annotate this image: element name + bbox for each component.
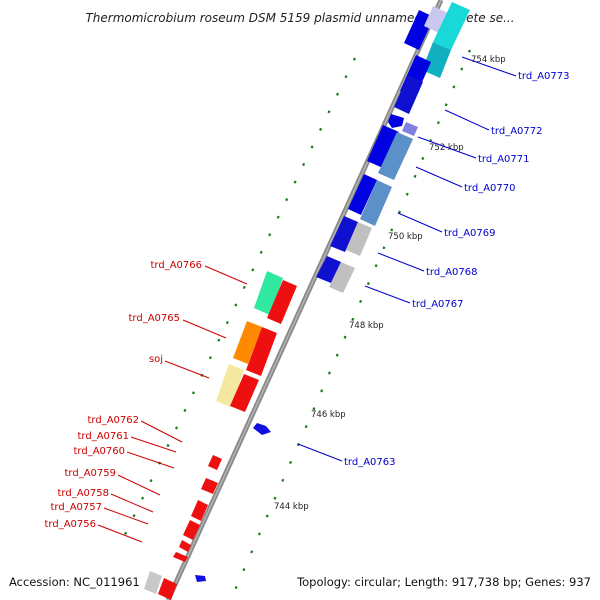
leader-trd_A0769 xyxy=(397,212,443,233)
leader-soj xyxy=(164,360,210,379)
inner-tick-guide xyxy=(119,57,356,546)
scale-label-754: 754 kbp xyxy=(471,55,506,65)
scale-label-744: 744 kbp xyxy=(274,502,309,512)
gene-block-trd_A0760[interactable] xyxy=(201,478,218,494)
scale-label-752: 752 kbp xyxy=(429,143,464,153)
gene-block-fwd[interactable] xyxy=(404,10,434,50)
gene-block-trd_A0767[interactable] xyxy=(329,262,355,293)
gene-block-trd_A0763[interactable] xyxy=(253,423,271,435)
leader-trd_A0757 xyxy=(103,507,149,525)
leader-trd_A0767 xyxy=(364,285,411,304)
leader-trd_A0756 xyxy=(97,524,143,543)
gene-block-fwd[interactable] xyxy=(422,42,451,78)
forward-genes xyxy=(195,2,470,582)
leader-trd_A0763 xyxy=(297,443,343,462)
scale-label-750: 750 kbp xyxy=(388,232,423,242)
leader-trd_A0772 xyxy=(444,109,490,131)
gene-block-fwd[interactable] xyxy=(348,174,377,215)
gene-block-trd_A0756[interactable] xyxy=(179,540,191,552)
summary-text: Topology: circular; Length: 917,738 bp; … xyxy=(296,575,591,589)
accession-text: Accession: NC_011961 xyxy=(9,575,140,589)
gene-label-trd_A0762[interactable]: trd_A0762 xyxy=(88,415,140,426)
gene-block-rev[interactable] xyxy=(267,280,297,324)
gene-block-fwd[interactable] xyxy=(330,216,358,252)
leader-trd_A0765 xyxy=(182,319,227,339)
gene-label-trd_A0756[interactable]: trd_A0756 xyxy=(45,519,97,530)
gene-block-soj[interactable] xyxy=(216,364,244,407)
leader-trd_A0766 xyxy=(204,265,248,285)
gene-block-trd_A0768[interactable] xyxy=(346,222,372,256)
gene-label-soj[interactable]: soj xyxy=(149,354,163,365)
gene-label-trd_A0766[interactable]: trd_A0766 xyxy=(151,260,203,271)
gene-block-trd_A0757[interactable] xyxy=(183,520,200,540)
gene-label-trd_A0773[interactable]: trd_A0773 xyxy=(518,71,570,82)
gene-label-trd_A0758[interactable]: trd_A0758 xyxy=(58,488,110,499)
leader-trd_A0770 xyxy=(415,166,463,188)
gene-label-trd_A0768[interactable]: trd_A0768 xyxy=(426,267,478,278)
gene-block-fwd[interactable] xyxy=(367,125,399,168)
gene-label-trd_A0770[interactable]: trd_A0770 xyxy=(464,183,516,194)
leader-lines-reverse xyxy=(97,265,248,543)
gene-block-rev[interactable] xyxy=(144,571,162,594)
leader-trd_A0773 xyxy=(461,56,517,77)
gene-label-trd_A0760[interactable]: trd_A0760 xyxy=(74,446,126,457)
map-title: Thermomicrobium roseum DSM 5159 plasmid … xyxy=(85,11,514,25)
gene-block-fwd[interactable] xyxy=(316,256,341,283)
gene-label-trd_A0757[interactable]: trd_A0757 xyxy=(51,502,103,513)
gene-label-trd_A0761[interactable]: trd_A0761 xyxy=(78,431,130,442)
leader-trd_A0768 xyxy=(377,252,425,272)
gene-block-rev[interactable] xyxy=(158,578,177,600)
leader-lines-forward xyxy=(297,56,517,462)
reverse-genes xyxy=(144,271,297,600)
gene-block-trd_A0770[interactable] xyxy=(378,132,413,180)
gene-label-trd_A0769[interactable]: trd_A0769 xyxy=(444,228,496,239)
gene-label-trd_A0772[interactable]: trd_A0772 xyxy=(491,126,543,137)
gene-block-trd_A0766[interactable] xyxy=(254,271,283,315)
gene-block-trd_A0765[interactable] xyxy=(233,321,262,364)
gene-label-trd_A0767[interactable]: trd_A0767 xyxy=(412,299,464,310)
gene-block-trd_A0773[interactable] xyxy=(433,2,470,50)
gene-block-trd_A0772[interactable] xyxy=(394,75,423,114)
gene-block-trd_A0769[interactable] xyxy=(360,180,392,226)
gene-label-trd_A0759[interactable]: trd_A0759 xyxy=(65,468,117,479)
gene-block-trd_A0762[interactable] xyxy=(208,455,222,470)
gene-label-trd_A0771[interactable]: trd_A0771 xyxy=(478,154,530,165)
leader-trd_A0771 xyxy=(417,136,477,159)
gene-labels-reverse: trd_A0766 trd_A0765 soj trd_A0762 trd_A0… xyxy=(45,260,203,530)
scale-label-746: 746 kbp xyxy=(311,410,346,420)
gene-label-trd_A0763[interactable]: trd_A0763 xyxy=(344,457,396,468)
leader-trd_A0759 xyxy=(117,474,161,496)
backbone-highlight xyxy=(167,0,442,600)
leader-trd_A0761 xyxy=(130,436,177,453)
gene-block-small[interactable] xyxy=(173,552,188,562)
scale-label-748: 748 kbp xyxy=(349,321,384,331)
scale-labels: 754 kbp 752 kbp 750 kbp 748 kbp 746 kbp … xyxy=(274,55,506,512)
gene-block-small[interactable] xyxy=(388,114,404,128)
gene-block-small[interactable] xyxy=(195,575,206,582)
backbone xyxy=(165,0,444,600)
gene-block-rev[interactable] xyxy=(230,374,259,412)
gene-block-rev[interactable] xyxy=(246,327,277,376)
gene-block-trd_A0759[interactable] xyxy=(191,500,208,521)
leader-trd_A0760 xyxy=(126,451,175,469)
gene-block-trd_A0771[interactable] xyxy=(402,122,418,136)
gene-labels-forward: trd_A0773 trd_A0772 trd_A0771 trd_A0770 … xyxy=(344,71,570,468)
gene-label-trd_A0765[interactable]: trd_A0765 xyxy=(129,313,181,324)
leader-trd_A0758 xyxy=(110,493,154,513)
leader-trd_A0762 xyxy=(140,420,183,443)
